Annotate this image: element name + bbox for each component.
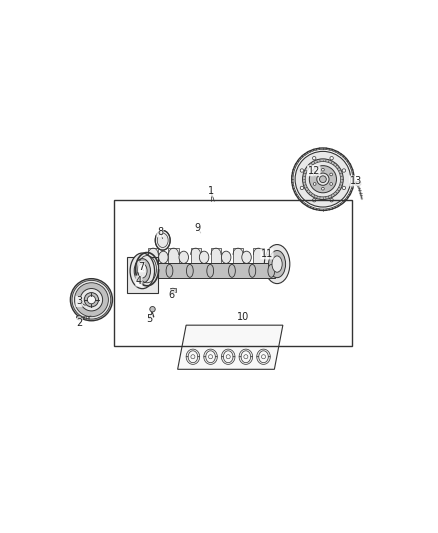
Polygon shape — [211, 248, 221, 278]
Ellipse shape — [138, 264, 147, 278]
Circle shape — [320, 176, 326, 183]
Polygon shape — [178, 325, 283, 369]
Circle shape — [313, 157, 316, 160]
Circle shape — [72, 280, 111, 319]
Circle shape — [330, 173, 332, 176]
Circle shape — [74, 282, 108, 317]
Polygon shape — [77, 316, 82, 320]
Polygon shape — [186, 357, 200, 365]
Circle shape — [84, 293, 99, 307]
Text: 11: 11 — [261, 249, 273, 259]
Text: 7: 7 — [138, 262, 145, 272]
Circle shape — [300, 169, 304, 172]
Ellipse shape — [207, 264, 214, 277]
Text: 5: 5 — [146, 314, 152, 325]
Polygon shape — [148, 248, 158, 278]
Circle shape — [330, 157, 333, 160]
Polygon shape — [222, 349, 235, 357]
Circle shape — [330, 198, 333, 202]
Polygon shape — [257, 349, 270, 357]
Polygon shape — [239, 357, 253, 365]
Ellipse shape — [199, 251, 209, 263]
Circle shape — [244, 354, 248, 359]
Circle shape — [292, 148, 354, 211]
Ellipse shape — [179, 251, 188, 263]
Polygon shape — [186, 349, 200, 357]
Ellipse shape — [130, 253, 155, 289]
Text: 1: 1 — [208, 186, 214, 196]
Polygon shape — [169, 248, 179, 278]
Ellipse shape — [272, 256, 282, 272]
Polygon shape — [222, 357, 235, 365]
Ellipse shape — [265, 245, 290, 284]
Text: 13: 13 — [350, 176, 362, 186]
Polygon shape — [191, 248, 201, 278]
Bar — [145, 263, 276, 278]
Circle shape — [226, 354, 230, 359]
Text: 4: 4 — [136, 276, 142, 286]
Bar — [114, 199, 352, 345]
Circle shape — [313, 183, 316, 185]
Ellipse shape — [146, 264, 152, 277]
Ellipse shape — [187, 264, 193, 277]
Ellipse shape — [222, 251, 231, 263]
Circle shape — [191, 354, 195, 359]
Circle shape — [80, 288, 102, 311]
Text: 2: 2 — [76, 319, 82, 328]
Circle shape — [300, 186, 304, 190]
Ellipse shape — [159, 251, 168, 263]
Ellipse shape — [268, 264, 275, 277]
Bar — [170, 288, 176, 292]
Circle shape — [309, 166, 336, 193]
Text: 9: 9 — [194, 223, 200, 233]
Polygon shape — [204, 357, 217, 365]
Polygon shape — [204, 349, 217, 357]
Circle shape — [87, 296, 95, 304]
Bar — [127, 257, 158, 293]
Polygon shape — [355, 181, 361, 186]
Circle shape — [261, 354, 265, 359]
Circle shape — [150, 306, 155, 312]
Ellipse shape — [141, 265, 148, 277]
Circle shape — [321, 168, 324, 171]
Circle shape — [317, 173, 329, 185]
Polygon shape — [233, 248, 243, 278]
Circle shape — [303, 159, 343, 199]
Polygon shape — [155, 230, 170, 250]
Circle shape — [313, 173, 316, 176]
Text: 6: 6 — [169, 289, 175, 300]
Circle shape — [208, 354, 212, 359]
Circle shape — [342, 169, 346, 172]
Circle shape — [71, 279, 113, 321]
Ellipse shape — [268, 251, 286, 278]
Text: 12: 12 — [307, 166, 320, 176]
Polygon shape — [239, 349, 253, 357]
Polygon shape — [257, 357, 270, 365]
Circle shape — [321, 188, 324, 190]
Circle shape — [305, 161, 341, 197]
Polygon shape — [145, 263, 276, 278]
Ellipse shape — [229, 264, 235, 277]
Circle shape — [295, 151, 351, 207]
Circle shape — [342, 186, 346, 190]
Ellipse shape — [166, 264, 173, 277]
Ellipse shape — [242, 251, 251, 263]
Polygon shape — [253, 248, 264, 278]
Ellipse shape — [134, 259, 151, 283]
Circle shape — [330, 183, 332, 185]
Text: 3: 3 — [76, 296, 82, 306]
Ellipse shape — [249, 264, 256, 277]
Text: 10: 10 — [237, 312, 249, 322]
Text: 8: 8 — [157, 227, 163, 237]
Circle shape — [313, 198, 316, 202]
Circle shape — [171, 288, 175, 292]
